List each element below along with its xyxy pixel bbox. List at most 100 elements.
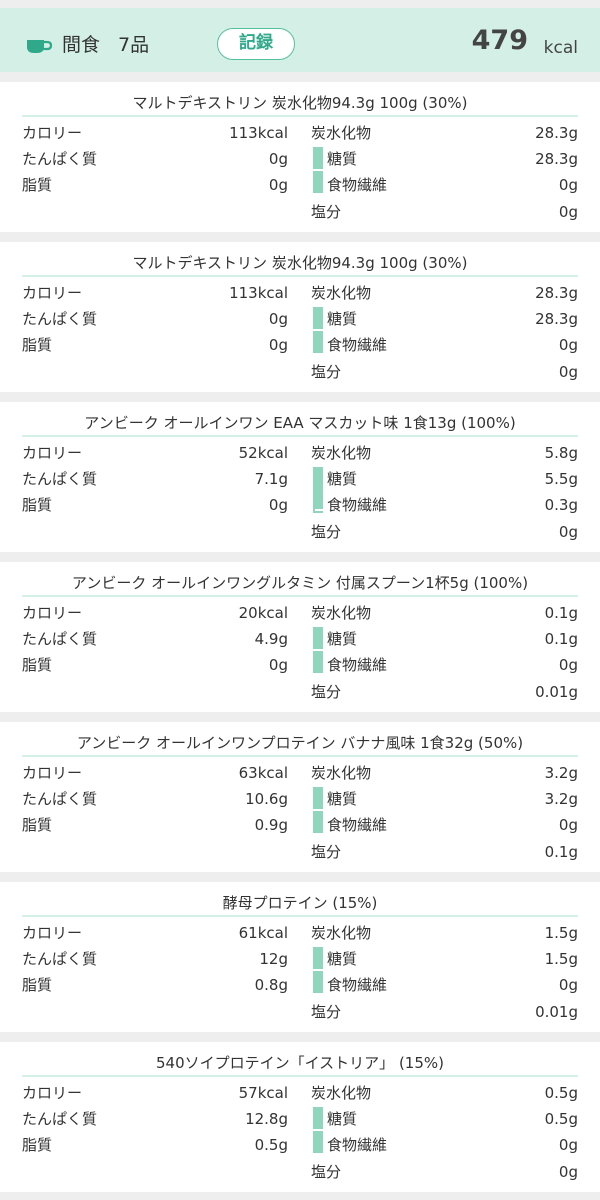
fiber-bar-stub	[313, 331, 315, 353]
food-item-name: アンビーク オールインワンプロテイン バナナ風味 1食32g (50%)	[76, 734, 524, 752]
carbs-value: 0.5g	[544, 1084, 578, 1102]
salt-label: 塩分	[311, 683, 342, 701]
card-divider	[22, 1075, 578, 1077]
protein-label: たんぱく質	[22, 310, 98, 328]
carbs-label: 炭水化物	[311, 284, 372, 302]
fat-label: 脂質	[22, 336, 53, 354]
sugar-label: 糖質	[327, 310, 358, 328]
carbs-label: 炭水化物	[311, 924, 372, 942]
carbs-label: 炭水化物	[311, 764, 372, 782]
sugar-bar-segment	[313, 467, 323, 509]
sugar-label: 糖質	[327, 630, 358, 648]
calorie-label: カロリー	[22, 764, 83, 782]
card-divider	[22, 595, 578, 597]
calorie-label: カロリー	[22, 124, 83, 142]
bar-gap	[313, 329, 323, 331]
calorie-value: 61kcal	[238, 924, 288, 942]
food-item-card[interactable]: 540ソイプロテイン「イストリア」 (15%) カロリー 57kcal たんぱく質 12…	[0, 1042, 600, 1192]
fat-value: 0g	[268, 496, 288, 514]
sugar-label: 糖質	[327, 790, 358, 808]
fiber-label: 食物繊維	[327, 176, 388, 194]
food-item-card[interactable]: アンビーク オールインワンプロテイン バナナ風味 1食32g (50%) カロリー…	[0, 722, 600, 872]
protein-value: 7.1g	[254, 470, 288, 488]
total-calorie-value: 479	[471, 25, 528, 56]
fiber-label: 食物繊維	[327, 1136, 388, 1154]
salt-value: 0g	[558, 1163, 578, 1181]
bar-gap	[313, 649, 323, 651]
fiber-label: 食物繊維	[327, 496, 388, 514]
salt-value: 0.01g	[535, 683, 578, 701]
protein-value: 0g	[268, 150, 288, 168]
calorie-value: 20kcal	[238, 604, 288, 622]
food-item-card[interactable]: マルトデキストリン 炭水化物94.3g 100g (30%) カロリー 113kca…	[0, 242, 600, 392]
calorie-value: 113kcal	[229, 284, 288, 302]
calorie-label: カロリー	[22, 924, 83, 942]
meal-header: 間食 7品 記録 479 kcal	[0, 8, 600, 72]
fiber-label: 食物繊維	[327, 336, 388, 354]
carbs-value: 5.8g	[544, 444, 578, 462]
sugar-label: 糖質	[327, 950, 358, 968]
meal-item-count: 7品	[118, 34, 150, 56]
fat-label: 脂質	[22, 656, 53, 674]
bar-gap	[313, 169, 323, 171]
protein-value: 12g	[259, 950, 288, 968]
card-divider	[22, 435, 578, 437]
bar-gap	[313, 809, 323, 811]
fat-value: 0.5g	[254, 1136, 288, 1154]
total-calorie-unit: kcal	[543, 38, 578, 58]
fat-value: 0.8g	[254, 976, 288, 994]
salt-label: 塩分	[311, 1163, 342, 1181]
sugar-value: 0.5g	[544, 1110, 578, 1128]
protein-value: 0g	[268, 310, 288, 328]
fiber-value: 0g	[558, 976, 578, 994]
calorie-label: カロリー	[22, 284, 83, 302]
fiber-bar-stub	[313, 171, 315, 193]
bar-gap	[313, 1129, 323, 1131]
carb-breakdown-bar	[313, 1107, 323, 1153]
calorie-value: 57kcal	[238, 1084, 288, 1102]
sugar-value: 0.1g	[544, 630, 578, 648]
card-divider	[22, 115, 578, 117]
sugar-label: 糖質	[327, 470, 358, 488]
sugar-value: 28.3g	[535, 150, 578, 168]
carbs-value: 28.3g	[535, 124, 578, 142]
meal-name: 間食	[62, 34, 101, 56]
food-item-card[interactable]: アンビーク オールインワングルタミン 付属スプーン1杯5g (100%) カロリー…	[0, 562, 600, 712]
salt-value: 0g	[558, 523, 578, 541]
fiber-label: 食物繊維	[327, 976, 388, 994]
calorie-label: カロリー	[22, 1084, 83, 1102]
carb-breakdown-bar	[313, 307, 323, 353]
calorie-value: 63kcal	[238, 764, 288, 782]
fat-label: 脂質	[22, 496, 53, 514]
fiber-value: 0g	[558, 336, 578, 354]
salt-label: 塩分	[311, 203, 342, 221]
food-item-card[interactable]: 酵母プロテイン (15%) カロリー 61kcal たんぱく質 12g 脂質 0.8g 炭水化…	[0, 882, 600, 1032]
sugar-value: 5.5g	[544, 470, 578, 488]
record-button[interactable]: 記録	[217, 28, 295, 60]
salt-value: 0.01g	[535, 1003, 578, 1021]
protein-label: たんぱく質	[22, 1110, 98, 1128]
fat-label: 脂質	[22, 976, 53, 994]
food-item-card[interactable]: アンビーク オールインワン EAA マスカット味 1食13g (100%) カロリ…	[0, 402, 600, 552]
carbs-label: 炭水化物	[311, 124, 372, 142]
fiber-bar-stub	[313, 971, 315, 993]
fiber-bar-stub	[313, 811, 315, 833]
salt-value: 0.1g	[544, 843, 578, 861]
calorie-label: カロリー	[22, 444, 83, 462]
fiber-bar-stub	[313, 651, 315, 673]
food-item-name: 540ソイプロテイン「イストリア」 (15%)	[156, 1054, 444, 1072]
sugar-label: 糖質	[327, 1110, 358, 1128]
fiber-label: 食物繊維	[327, 656, 388, 674]
carbs-label: 炭水化物	[311, 444, 372, 462]
carb-breakdown-bar	[313, 627, 323, 673]
protein-value: 4.9g	[254, 630, 288, 648]
salt-label: 塩分	[311, 843, 342, 861]
protein-label: たんぱく質	[22, 150, 98, 168]
carb-breakdown-bar	[313, 467, 323, 513]
food-item-name: アンビーク オールインワングルタミン 付属スプーン1杯5g (100%)	[71, 574, 529, 592]
salt-value: 0g	[558, 363, 578, 381]
calorie-value: 52kcal	[238, 444, 288, 462]
food-item-name: 酵母プロテイン (15%)	[222, 894, 378, 912]
fat-label: 脂質	[22, 1136, 53, 1154]
food-item-card[interactable]: マルトデキストリン 炭水化物94.3g 100g (30%) カロリー 113kca…	[0, 82, 600, 232]
